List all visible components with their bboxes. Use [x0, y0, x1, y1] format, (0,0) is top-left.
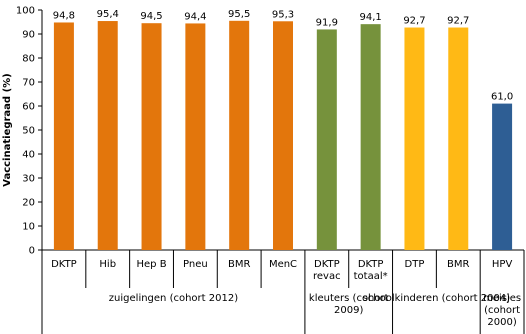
group-label: schoolkinderen (cohort 2004) — [363, 293, 511, 304]
y-tick-label: 100 — [16, 6, 35, 17]
y-tick-label: 10 — [22, 222, 35, 233]
value-label: 92,7 — [403, 16, 425, 27]
bar — [97, 21, 118, 251]
y-axis-label: Vaccinatiegraad (%) — [2, 73, 13, 186]
bar — [404, 27, 425, 250]
value-label: 61,0 — [491, 92, 513, 103]
bar — [185, 23, 206, 250]
value-label: 95,3 — [272, 9, 294, 20]
y-tick-label: 0 — [29, 246, 35, 257]
value-label: 94,8 — [53, 10, 75, 21]
bar — [316, 29, 337, 250]
y-tick-label: 70 — [22, 78, 35, 89]
value-label: 94,1 — [360, 12, 382, 23]
group-label: kleuters (cohort 2009) — [309, 293, 389, 316]
x-tick-label: BMR — [228, 259, 250, 270]
y-tick-label: 90 — [22, 30, 35, 41]
bar — [273, 21, 293, 251]
value-label: 94,5 — [140, 11, 162, 22]
x-tick-label: MenC — [269, 259, 297, 270]
group-label: meisjes (cohort 2000) — [483, 293, 521, 328]
value-label: 95,5 — [228, 9, 250, 20]
value-label: 91,9 — [316, 17, 338, 28]
x-tick-label: Hib — [99, 259, 116, 270]
x-tick-label: Pneu — [183, 259, 208, 270]
bar — [229, 20, 250, 250]
y-tick-label: 60 — [22, 102, 35, 113]
bar — [448, 27, 469, 250]
bar — [492, 103, 513, 250]
group-label: zuigelingen (cohort 2012) — [109, 293, 238, 304]
bar — [360, 24, 381, 250]
x-tick-label: DKTP — [51, 259, 77, 270]
x-tick-label: BMR — [447, 259, 469, 270]
y-tick-label: 20 — [22, 198, 35, 209]
x-tick-label: DKTP revac — [313, 259, 341, 282]
value-label: 92,7 — [447, 16, 469, 27]
x-tick-label: Hep B — [137, 259, 167, 270]
value-label: 95,4 — [97, 9, 119, 20]
value-label: 94,4 — [184, 11, 206, 22]
x-tick-label: DTP — [405, 259, 425, 270]
y-tick-label: 30 — [22, 174, 35, 185]
bar — [141, 23, 162, 251]
y-tick-label: 80 — [22, 54, 35, 65]
bar — [53, 22, 74, 251]
x-tick-label: DKTP totaal* — [354, 259, 388, 282]
y-tick-label: 50 — [22, 126, 35, 137]
y-tick-label: 40 — [22, 150, 35, 161]
x-tick-label: HPV — [492, 259, 513, 270]
